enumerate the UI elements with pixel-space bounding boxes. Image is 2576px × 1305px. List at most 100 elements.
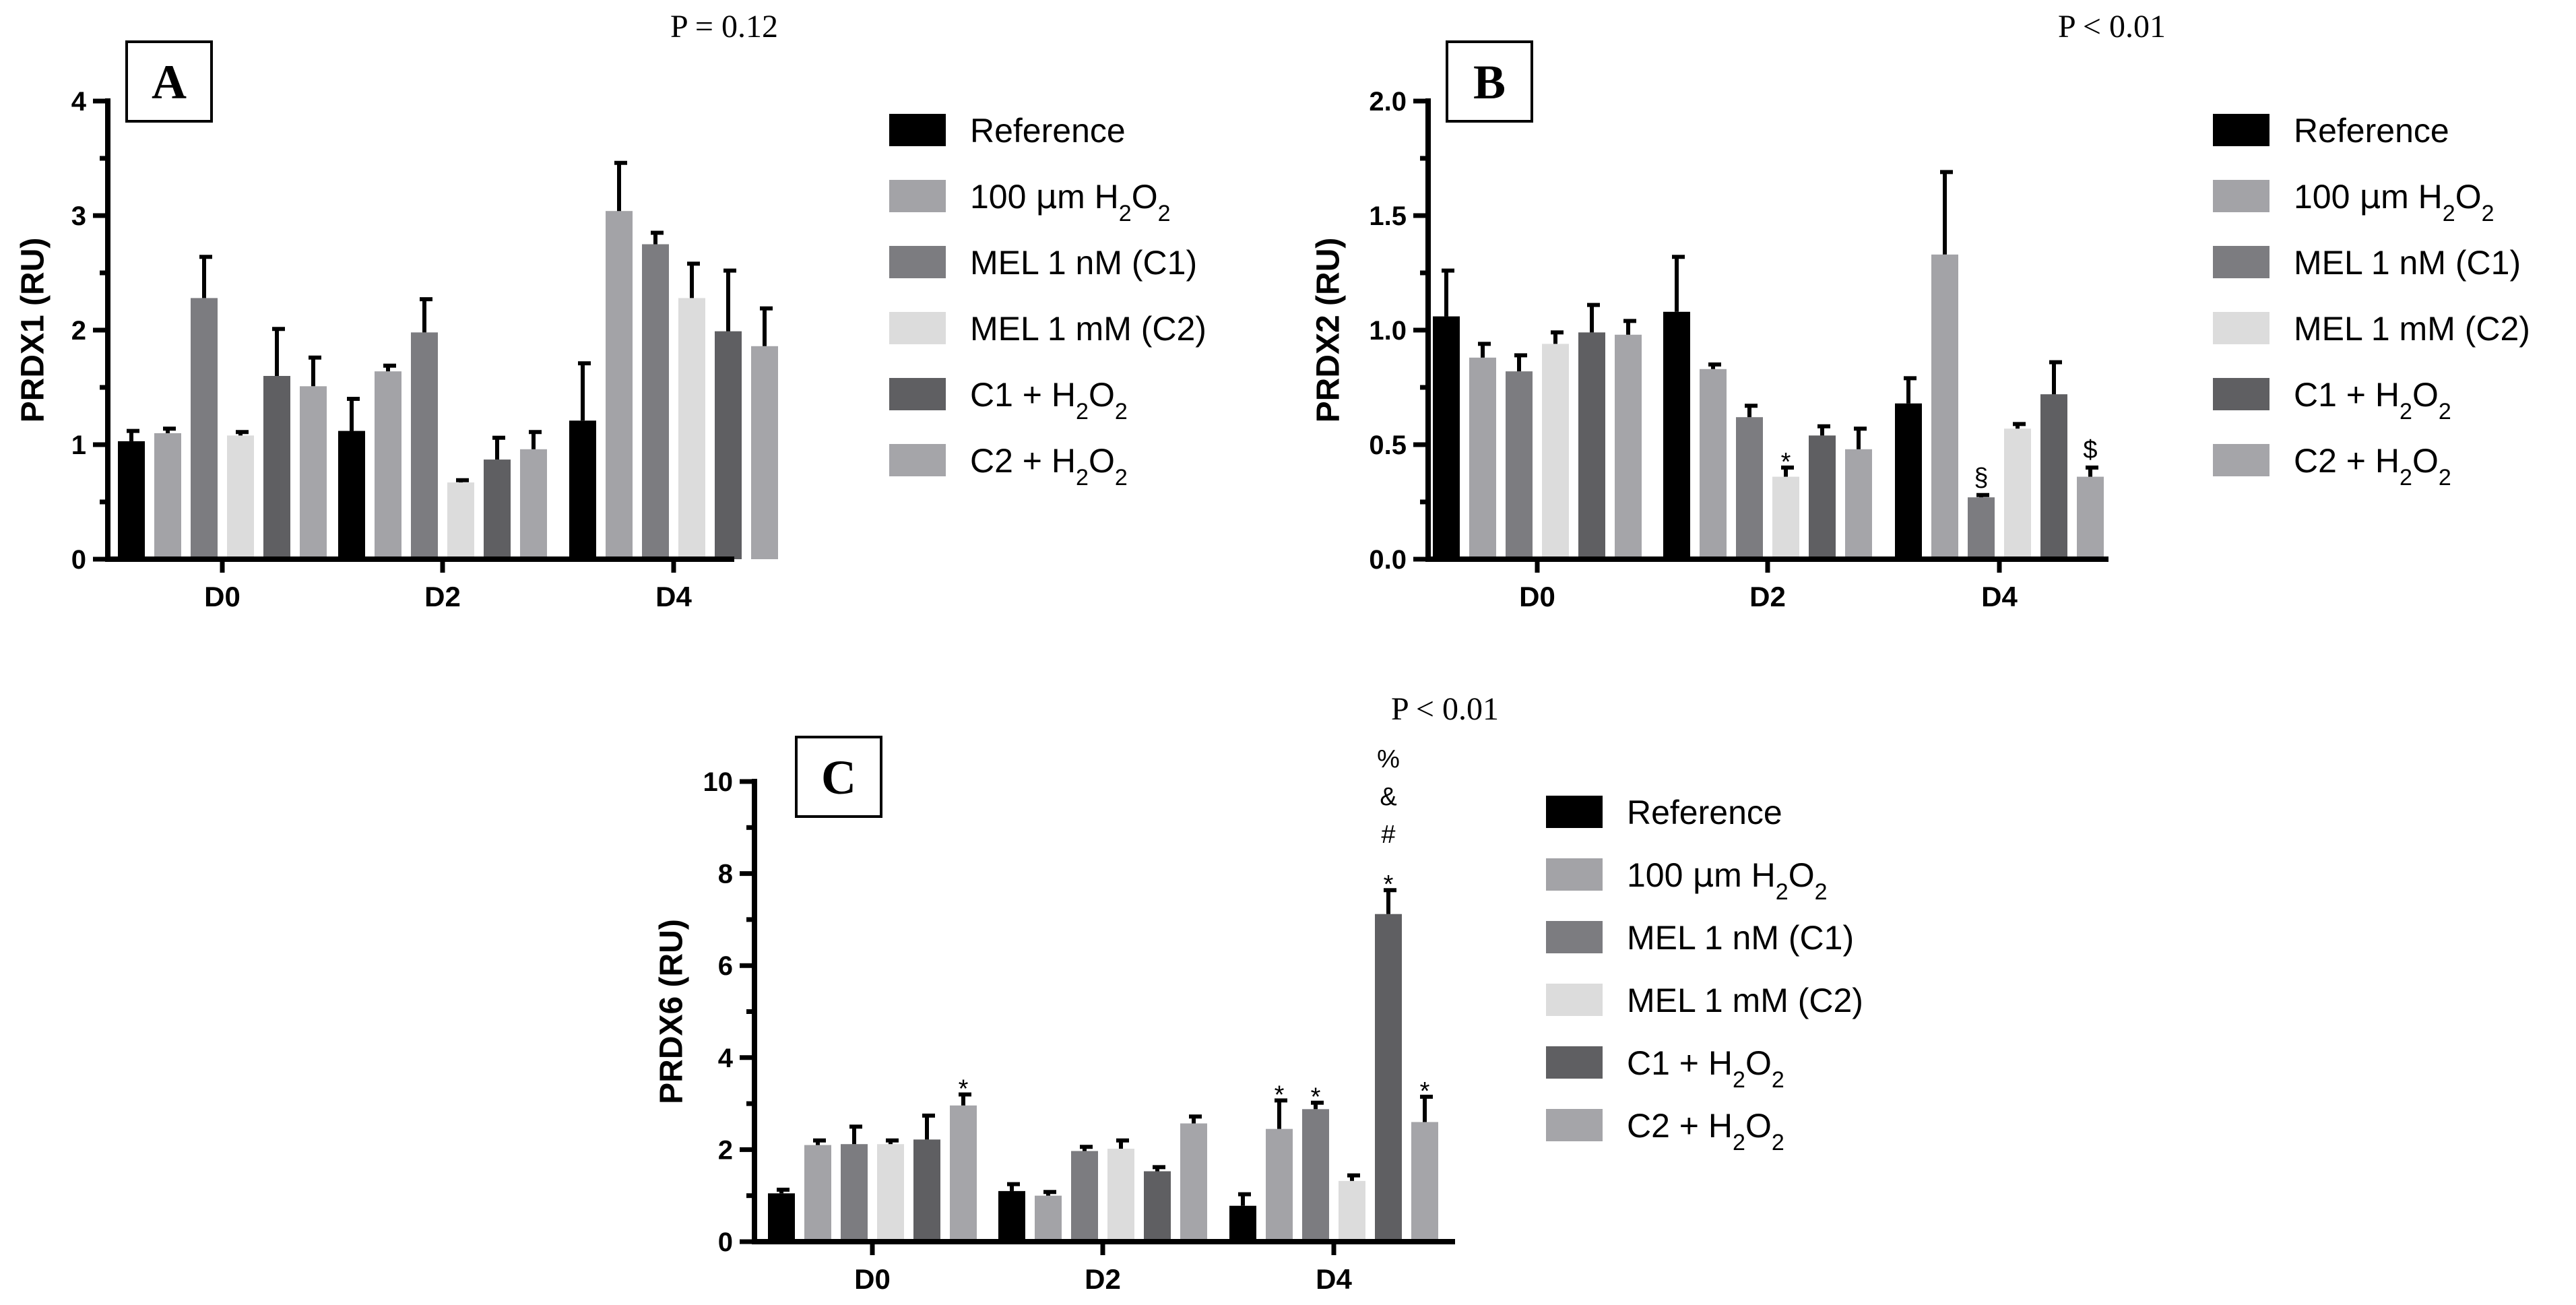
legend-label: Reference [2294, 112, 2449, 150]
bar-c-d4-s2 [1302, 1109, 1329, 1242]
bar-a-d0-s0 [118, 441, 145, 559]
chart-panel-b: 0.0 0.5 1.0 1.5 2.0 D0 D2 D4 PRDX2 (RU) P < 0.01 B… [1311, 9, 2530, 612]
legend-swatch [889, 180, 946, 212]
significance-marker: * [1311, 1083, 1321, 1112]
y-tick-label: 2 [71, 316, 86, 346]
legend-swatch [2213, 378, 2269, 410]
y-tick-label: 0.0 [1369, 545, 1407, 575]
bar-c-d4-s3 [1339, 1180, 1365, 1242]
bar-b-d4-s2 [1968, 497, 1995, 559]
y-axis-title: PRDX2 (RU) [1311, 238, 1347, 423]
bar-a-d2-s0 [338, 431, 365, 559]
legend-swatch [2213, 246, 2269, 278]
y-tick-label: 0.5 [1369, 431, 1407, 460]
significance-marker: * [1275, 1081, 1285, 1109]
bar-b-d0-s4 [1578, 332, 1605, 559]
legend-label: 100 μm H2O2 [2294, 177, 2494, 226]
bar-a-d4-s4 [715, 331, 742, 559]
legend-swatch [1546, 921, 1603, 953]
bar-b-d4-s1 [1931, 254, 1958, 559]
legend-swatch [2213, 180, 2269, 212]
legend-label: C2 + H2O2 [970, 442, 1128, 490]
legend-swatch [889, 444, 946, 476]
significance-marker: § [1974, 464, 1988, 492]
bar-a-d4-s5 [751, 346, 778, 559]
legend-swatch [889, 312, 946, 344]
significance-marker: $ [2083, 436, 2097, 464]
chart-panel-c: 0 2 4 6 8 10 D0 D2 D4 PRDX6 (RU) P < 0.01 C * * * * # &% *… [654, 691, 1863, 1295]
y-tick-label: 1 [71, 431, 86, 460]
y-tick-label: 2 [718, 1135, 733, 1165]
legend-label: C2 + H2O2 [2294, 442, 2451, 490]
significance-marker: * [1781, 448, 1791, 476]
bar-b-d2-s4 [1809, 435, 1836, 559]
y-tick-label: 0 [718, 1228, 733, 1257]
y-tick-label: 0 [71, 545, 86, 575]
legend-label: 100 μm H2O2 [970, 177, 1171, 226]
significance-marker: * [1420, 1077, 1430, 1106]
bar-b-d4-s3 [2004, 428, 2031, 559]
legend: Reference 100 μm H2O2 MEL 1 nM (C1) MEL 1 m… [2213, 112, 2530, 490]
x-tick-label: D4 [1316, 1263, 1352, 1295]
bar-c-d0-s0 [768, 1193, 795, 1242]
bar-c-d2-s4 [1144, 1171, 1171, 1242]
bar-b-d4-s5 [2077, 476, 2104, 559]
bar-c-d2-s2 [1071, 1151, 1098, 1242]
x-tick-label: D2 [424, 581, 461, 612]
legend: Reference 100 μm H2O2 MEL 1 nM (C1) MEL 1 m… [889, 112, 1206, 490]
bar-b-d2-s1 [1700, 369, 1727, 559]
p-value: P < 0.01 [2058, 9, 2166, 44]
bar-c-d4-s4 [1375, 914, 1402, 1242]
p-value: P < 0.01 [1391, 691, 1499, 727]
legend-label: MEL 1 mM (C2) [2294, 310, 2530, 348]
legend-swatch [1546, 1109, 1603, 1141]
significance-marker: # [1381, 821, 1395, 849]
x-tick-label: D2 [1749, 581, 1786, 612]
bar-a-d2-s3 [447, 482, 474, 559]
bar-a-d2-s5 [520, 449, 547, 559]
legend-label: C1 + H2O2 [970, 376, 1128, 424]
bar-a-d4-s0 [569, 420, 596, 559]
bar-a-d2-s1 [375, 371, 401, 559]
x-tick-label: D4 [655, 581, 692, 612]
bar-b-d4-s4 [2040, 394, 2067, 559]
y-tick-label: 1.5 [1369, 201, 1407, 231]
bar-c-d4-s1 [1266, 1128, 1293, 1242]
legend-swatch [1546, 796, 1603, 828]
legend-label: C1 + H2O2 [2294, 376, 2451, 424]
x-tick-label: D0 [204, 581, 240, 612]
legend-swatch [1546, 984, 1603, 1016]
legend: Reference 100 μm H2O2 MEL 1 nM (C1) MEL 1 m… [1546, 794, 1863, 1155]
legend-label: MEL 1 mM (C2) [970, 310, 1206, 348]
bar-a-d2-s2 [411, 332, 438, 559]
legend-label: MEL 1 nM (C1) [1627, 919, 1854, 957]
bar-a-d4-s2 [642, 244, 669, 559]
legend-swatch [889, 378, 946, 410]
bar-b-d0-s5 [1615, 334, 1642, 559]
panel-letter-box [125, 40, 213, 123]
legend-swatch [1546, 1046, 1603, 1079]
bar-c-d2-s5 [1180, 1123, 1207, 1242]
bar-a-d0-s5 [300, 386, 327, 559]
bar-b-d2-s5 [1845, 449, 1872, 559]
bar-a-d2-s4 [484, 459, 511, 559]
y-axis-title: PRDX6 (RU) [654, 919, 690, 1104]
x-tick-label: D0 [1519, 581, 1555, 612]
legend-swatch [889, 246, 946, 278]
panel-letter-box [795, 736, 882, 818]
bar-b-d4-s0 [1895, 403, 1922, 559]
bar-a-d4-s3 [678, 298, 705, 559]
bar-a-d0-s1 [154, 433, 181, 559]
legend-label: Reference [970, 112, 1126, 150]
bar-b-d2-s0 [1663, 311, 1690, 559]
bar-b-d0-s2 [1506, 371, 1533, 559]
legend-label: C2 + H2O2 [1627, 1107, 1784, 1155]
legend-label: MEL 1 nM (C1) [2294, 244, 2521, 282]
bar-b-d2-s2 [1736, 417, 1763, 559]
bar-c-d0-s2 [841, 1144, 868, 1242]
bar-b-d0-s1 [1469, 357, 1496, 559]
p-value: P = 0.12 [670, 9, 778, 44]
y-tick-label: 4 [718, 1044, 734, 1073]
panel-letter-box [1446, 40, 1533, 123]
